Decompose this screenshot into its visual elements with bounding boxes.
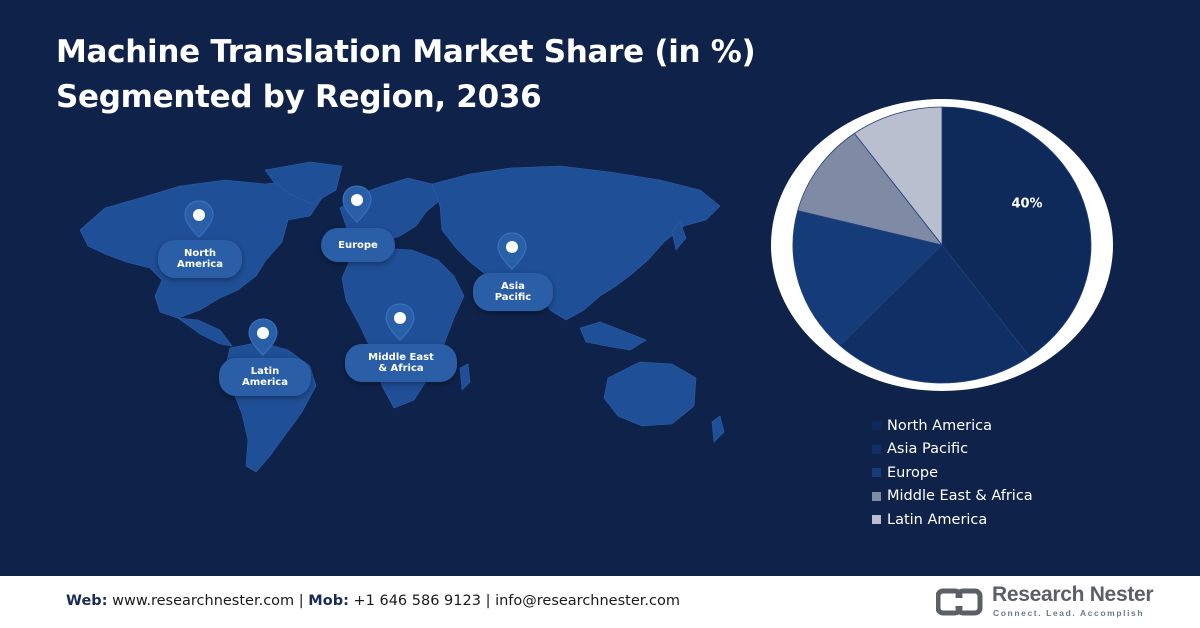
legend-label: Asia Pacific <box>887 441 969 458</box>
legend-item: Latin America <box>872 508 1033 532</box>
map-southeast-asia-islands <box>579 321 647 351</box>
separator: | <box>298 593 304 609</box>
map-label-line: North <box>183 248 217 259</box>
map-label-line: Pacific <box>494 292 532 303</box>
location-pin-icon <box>184 200 214 238</box>
pie-slice-middle-east-africa <box>797 132 944 246</box>
website-link[interactable]: www.researchnester.com <box>112 593 295 609</box>
map-label-line: America <box>242 377 288 388</box>
contact-info: Web: www.researchnester.com | Mob: +1 64… <box>66 593 680 609</box>
map-greenland <box>264 161 343 205</box>
map-label-europe: Europe <box>321 228 395 262</box>
map-label-north-america: North America <box>158 240 242 278</box>
map-madagascar <box>459 363 471 391</box>
logo-tagline: Connect. Lead. Accomplish <box>993 608 1145 618</box>
legend-swatch <box>872 421 881 431</box>
map-label-middle-east-africa: Middle East & Africa <box>345 344 457 382</box>
mobile-label: Mob: <box>308 593 349 609</box>
logo-name: Research Nester <box>992 583 1154 606</box>
map-label-latin-america: Latin America <box>219 358 311 396</box>
legend-item: North America <box>872 414 1033 438</box>
pie-slices <box>792 106 1092 384</box>
map-label-line: Latin <box>250 366 280 377</box>
legend-swatch <box>872 491 881 501</box>
legend-swatch <box>872 444 881 454</box>
pie-slice-latin-america <box>853 106 943 247</box>
email-link[interactable]: info@researchnester.com <box>495 593 680 609</box>
research-nester-logo: Research Nester Connect. Lead. Accomplis… <box>936 583 1154 621</box>
chart-legend: North America Asia Pacific Europe Middle… <box>872 414 1033 532</box>
map-new-zealand <box>711 415 725 443</box>
map-japan <box>671 221 687 251</box>
map-label-line: & Africa <box>378 363 424 374</box>
location-pin-icon <box>248 318 278 356</box>
pie-slice-asia-pacific <box>839 244 1031 384</box>
pie-slice-north-america <box>941 106 1092 358</box>
pie-chart: 40% <box>771 99 1113 391</box>
legend-swatch <box>872 468 881 478</box>
legend-item: Asia Pacific <box>872 438 1033 462</box>
map-label-line: Europe <box>338 239 378 251</box>
pie-slice-europe <box>792 210 943 347</box>
separator: | <box>485 593 491 609</box>
research-nester-logo-icon <box>936 588 983 616</box>
legend-label: Europe <box>887 464 938 481</box>
map-label-line: Asia <box>501 281 525 292</box>
phone-number: +1 646 586 9123 <box>353 593 481 609</box>
footer-bar: Web: www.researchnester.com | Mob: +1 64… <box>0 576 1200 628</box>
location-pin-icon <box>385 303 415 341</box>
map-label-asia-pacific: Asia Pacific <box>473 273 553 311</box>
chart-title: Machine Translation Market Share (in %) … <box>56 30 756 120</box>
pie-data-label: 40% <box>1011 196 1042 211</box>
legend-label: North America <box>887 417 992 434</box>
location-pin-icon <box>497 232 527 270</box>
chart-title-line-2: Segmented by Region, 2036 <box>56 79 542 115</box>
infographic-panel: Machine Translation Market Share (in %) … <box>0 0 1200 576</box>
pie-data-labels: 40% <box>1011 196 1042 211</box>
legend-item: Europe <box>872 461 1033 485</box>
chart-title-line-1: Machine Translation Market Share (in %) <box>56 34 756 70</box>
legend-swatch <box>872 515 881 525</box>
legend-label: Latin America <box>887 511 988 528</box>
location-pin-icon <box>342 185 372 223</box>
legend-label: Middle East & Africa <box>887 488 1033 505</box>
map-label-line: America <box>177 259 223 270</box>
legend-item: Middle East & Africa <box>872 485 1033 509</box>
web-label: Web: <box>66 593 108 609</box>
map-central-america <box>176 317 233 347</box>
map-australia <box>603 361 697 427</box>
map-label-line: Middle East <box>368 352 434 363</box>
